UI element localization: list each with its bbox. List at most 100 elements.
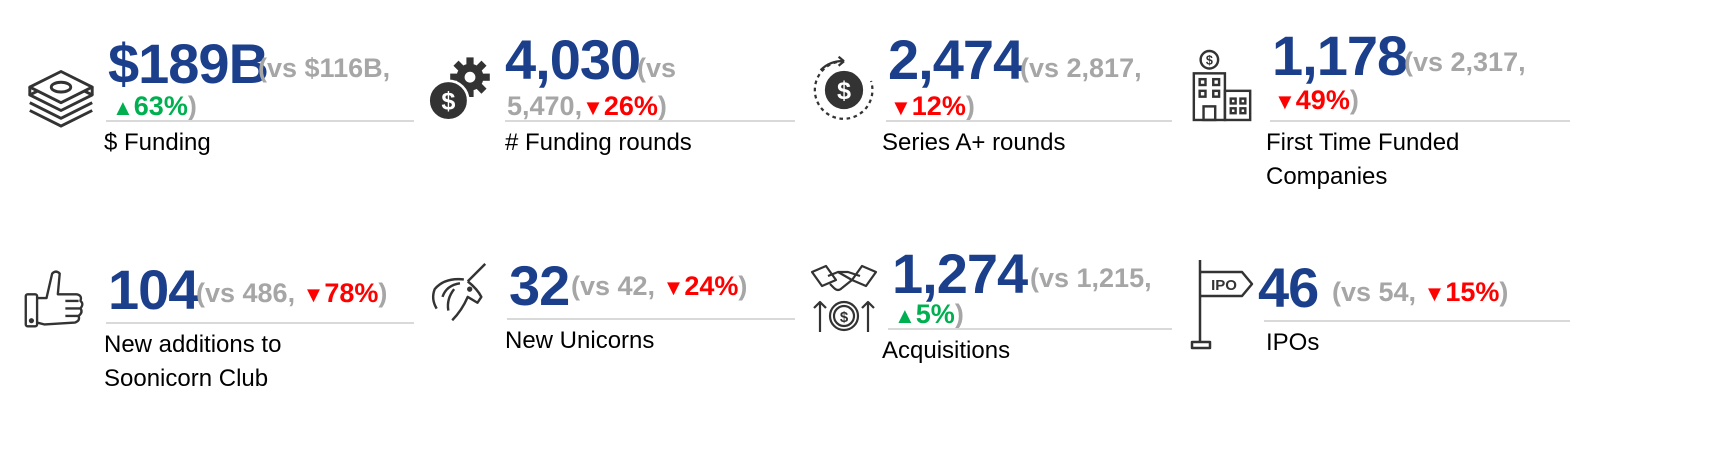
- metric-value: 2,474: [888, 28, 1024, 91]
- comparison-base-value: 5,470,: [507, 91, 583, 121]
- metric-value: 46: [1258, 256, 1319, 319]
- metric-value: $189B: [108, 32, 269, 95]
- label-line: New Unicorns: [505, 327, 655, 354]
- divider: [106, 120, 414, 122]
- money-stack-icon: [22, 52, 100, 130]
- metric-funding-rounds: $ 4,030 (vs 5,470,▼26%) # Funding rounds: [425, 32, 845, 232]
- metric-funding: $189B (vs $116B, ▲63%) $ Funding: [22, 32, 442, 232]
- ipo-sign-icon: IPO: [1188, 256, 1258, 352]
- down-arrow-icon: ▼: [662, 275, 685, 300]
- thumbs-up-icon: [22, 266, 88, 332]
- up-arrow-icon: ▲: [894, 303, 916, 328]
- comparison-close: ): [965, 91, 975, 121]
- comparison-base: (vs: [637, 53, 677, 83]
- metric-new-unicorns: 32 (vs 42, ▼24%) New Unicorns: [425, 254, 845, 454]
- building-dollar-icon: $: [1188, 48, 1256, 122]
- metric-comparison: (vs 1,215,: [1030, 260, 1152, 296]
- metric-value: 4,030: [505, 28, 641, 91]
- dollar-cycle-icon: $: [808, 54, 880, 126]
- down-arrow-icon: ▼: [1423, 281, 1446, 306]
- svg-text:IPO: IPO: [1211, 277, 1237, 294]
- down-arrow-icon: ▼: [302, 282, 325, 307]
- metric-value: 104: [108, 258, 199, 321]
- label-line: New additions to: [104, 331, 282, 358]
- handshake-dollar-icon: $: [808, 262, 880, 336]
- label-line: $ Funding: [104, 129, 211, 156]
- metric-comparison: (vs 2,817,: [1020, 50, 1142, 86]
- metric-series-a-rounds: $ 2,474 (vs 2,817, ▼12%) Series A+ round…: [808, 32, 1228, 232]
- change-percent: 12%: [911, 91, 966, 121]
- metric-label: Series A+ rounds: [882, 126, 1065, 160]
- metric-value: 1,178: [1272, 24, 1408, 87]
- comparison-close: ): [738, 271, 748, 301]
- label-line: Soonicorn Club: [104, 365, 269, 392]
- metric-value: 32: [509, 254, 570, 317]
- metric-comparison: (vs: [637, 50, 676, 86]
- metric-comparison: (vs 54, ▼15%): [1332, 274, 1508, 312]
- divider: [507, 318, 795, 320]
- comparison-close: ): [1349, 85, 1359, 115]
- change-percent: 49%: [1295, 85, 1350, 115]
- label-line: First Time Funded: [1266, 129, 1460, 156]
- metric-soonicorn-additions: 104 (vs 486, ▼78%) New additions to Soon…: [22, 258, 442, 458]
- comparison-close: ): [187, 91, 197, 121]
- comparison-close: ): [378, 278, 388, 308]
- metric-change: 5,470,▼26%): [507, 88, 667, 126]
- comparison-base: (vs 2,317,: [1404, 47, 1526, 77]
- change-percent: 5%: [915, 299, 955, 329]
- down-arrow-icon: ▼: [582, 95, 604, 120]
- label-line: # Funding rounds: [505, 129, 692, 156]
- divider: [1270, 120, 1570, 122]
- metric-comparison: (vs 2,317,: [1404, 44, 1526, 80]
- divider: [505, 120, 795, 122]
- change-percent: 26%: [603, 91, 658, 121]
- change-percent: 78%: [324, 278, 379, 308]
- svg-text:$: $: [837, 77, 851, 105]
- comparison-close: ): [954, 299, 964, 329]
- down-arrow-icon: ▼: [1274, 89, 1296, 114]
- label-line: IPOs: [1266, 329, 1320, 356]
- metric-first-time-funded: $ 1,178 (vs 2,317, ▼49%) First Time Fund…: [1188, 26, 1608, 226]
- metric-ipos: IPO 46 (vs 54, ▼15%) IPOs: [1188, 256, 1608, 456]
- metric-comparison: (vs 486, ▼78%): [196, 275, 387, 313]
- change-percent: 24%: [684, 271, 739, 301]
- comparison-base: (vs 2,817,: [1020, 53, 1142, 83]
- unicorn-icon: [425, 260, 493, 328]
- comparison-close: ): [1499, 277, 1509, 307]
- divider: [888, 328, 1172, 330]
- divider: [1264, 320, 1570, 322]
- change-percent: 63%: [133, 91, 188, 121]
- label-line: Acquisitions: [882, 337, 1011, 364]
- divider: [886, 120, 1172, 122]
- divider: [106, 322, 414, 324]
- down-arrow-icon: ▼: [890, 95, 912, 120]
- metric-label: $ Funding: [104, 126, 211, 160]
- comparison-base: (vs 1,215,: [1030, 263, 1152, 293]
- metric-change: ▲63%): [112, 88, 197, 126]
- metric-comparison: (vs $116B,: [258, 50, 390, 86]
- metric-label: First Time Funded Companies: [1266, 126, 1459, 194]
- metric-label: IPOs: [1266, 326, 1319, 360]
- label-line: Series A+ rounds: [882, 129, 1066, 156]
- svg-text:$: $: [840, 309, 849, 326]
- metric-value: 1,274: [892, 242, 1028, 305]
- svg-text:$: $: [441, 88, 455, 116]
- change-percent: 15%: [1445, 277, 1500, 307]
- metric-change: ▲5%): [894, 296, 964, 334]
- metric-acquisitions: $ 1,274 (vs 1,215, ▲5%) Acquisitions: [808, 246, 1228, 446]
- metric-change: ▼49%): [1274, 82, 1359, 120]
- comparison-base: (vs 54,: [1332, 277, 1417, 307]
- metric-label: New Unicorns: [505, 324, 654, 358]
- comparison-base: (vs $116B,: [258, 53, 391, 83]
- comparison-base: (vs 42,: [571, 271, 656, 301]
- metric-label: New additions to Soonicorn Club: [104, 328, 281, 396]
- metric-comparison: (vs 42, ▼24%): [571, 268, 747, 306]
- comparison-base: (vs 486,: [196, 278, 296, 308]
- comparison-close: ): [657, 91, 667, 121]
- up-arrow-icon: ▲: [112, 95, 134, 120]
- metric-label: Acquisitions: [882, 334, 1010, 368]
- metric-change: ▼12%): [890, 88, 975, 126]
- svg-text:$: $: [1206, 54, 1213, 68]
- metric-label: # Funding rounds: [505, 126, 692, 160]
- label-line: Companies: [1266, 163, 1388, 190]
